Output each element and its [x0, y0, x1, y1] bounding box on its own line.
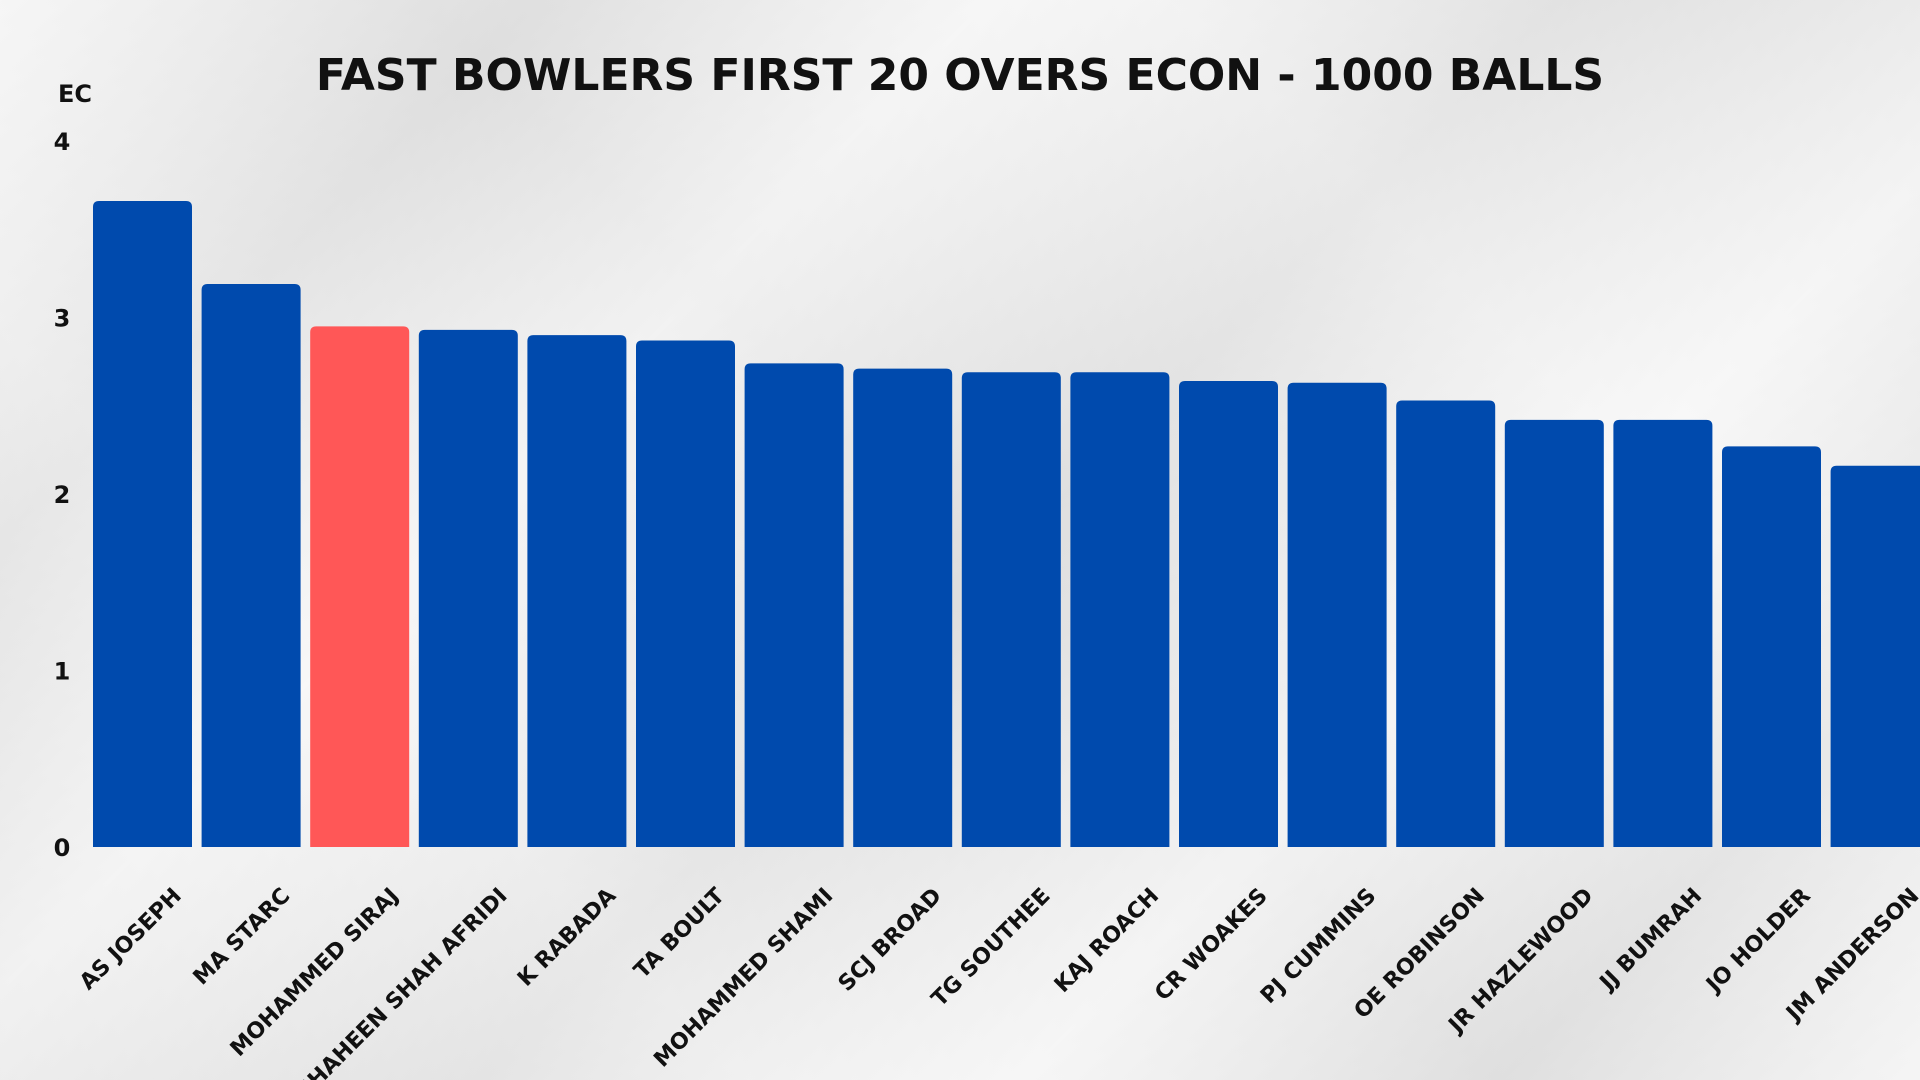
bar-as-joseph [93, 201, 192, 847]
bars [93, 201, 1920, 848]
bar-shaheen-shah-afridi [418, 329, 518, 848]
x-tick-label: PJ CUMMINS [1256, 884, 1381, 1009]
y-axis: 0 1 2 3 4 [54, 128, 71, 862]
x-tick-label: TG SOUTHEE [927, 884, 1055, 1012]
y-tick-label: 0 [54, 834, 71, 862]
y-axis-label: EC [58, 80, 92, 108]
bar-mohammed-siraj [310, 326, 410, 847]
x-tick-label: K RABADA [513, 884, 621, 992]
bar-jr-hazlewood [1504, 419, 1604, 847]
y-tick-label: 2 [54, 481, 71, 509]
x-tick-label: JO HOLDER [1701, 884, 1816, 999]
chart-title: FAST BOWLERS FIRST 20 OVERS ECON - 1000 … [316, 50, 1604, 101]
bar-cr-woakes [1179, 381, 1278, 847]
bar-jm-anderson [1830, 465, 1920, 847]
bar-mohammed-shami [744, 363, 844, 847]
bar-k-rabada [527, 335, 627, 847]
x-tick-label: AS JOSEPH [75, 884, 187, 996]
bar-oe-robinson [1396, 400, 1496, 847]
bar-pj-cummins [1287, 382, 1387, 847]
x-tick-label: TA BOULT [630, 884, 730, 984]
bar-kaj-roach [1070, 372, 1170, 847]
y-tick-label: 4 [54, 128, 71, 156]
x-tick-label: CR WOAKES [1150, 884, 1272, 1006]
x-tick-label: KAJ ROACH [1050, 884, 1164, 998]
bar-ma-starc [201, 283, 301, 848]
x-tick-label: MOHAMMED SHAMI [649, 884, 838, 1073]
x-tick-label: MA STARC [189, 884, 296, 991]
x-tick-label: JJ BUMRAH [1594, 884, 1707, 997]
y-tick-label: 3 [54, 305, 71, 333]
bar-jj-bumrah [1613, 419, 1713, 847]
bar-tg-southee [961, 372, 1061, 847]
x-tick-label: SHAHEEN SHAH AFRIDI [292, 884, 512, 1080]
y-tick-label: 1 [54, 658, 71, 686]
bar-ta-boult [636, 340, 735, 847]
bar-jo-holder [1722, 446, 1821, 847]
bar-scj-broad [853, 368, 953, 847]
x-tick-label: SCJ BROAD [834, 884, 947, 997]
